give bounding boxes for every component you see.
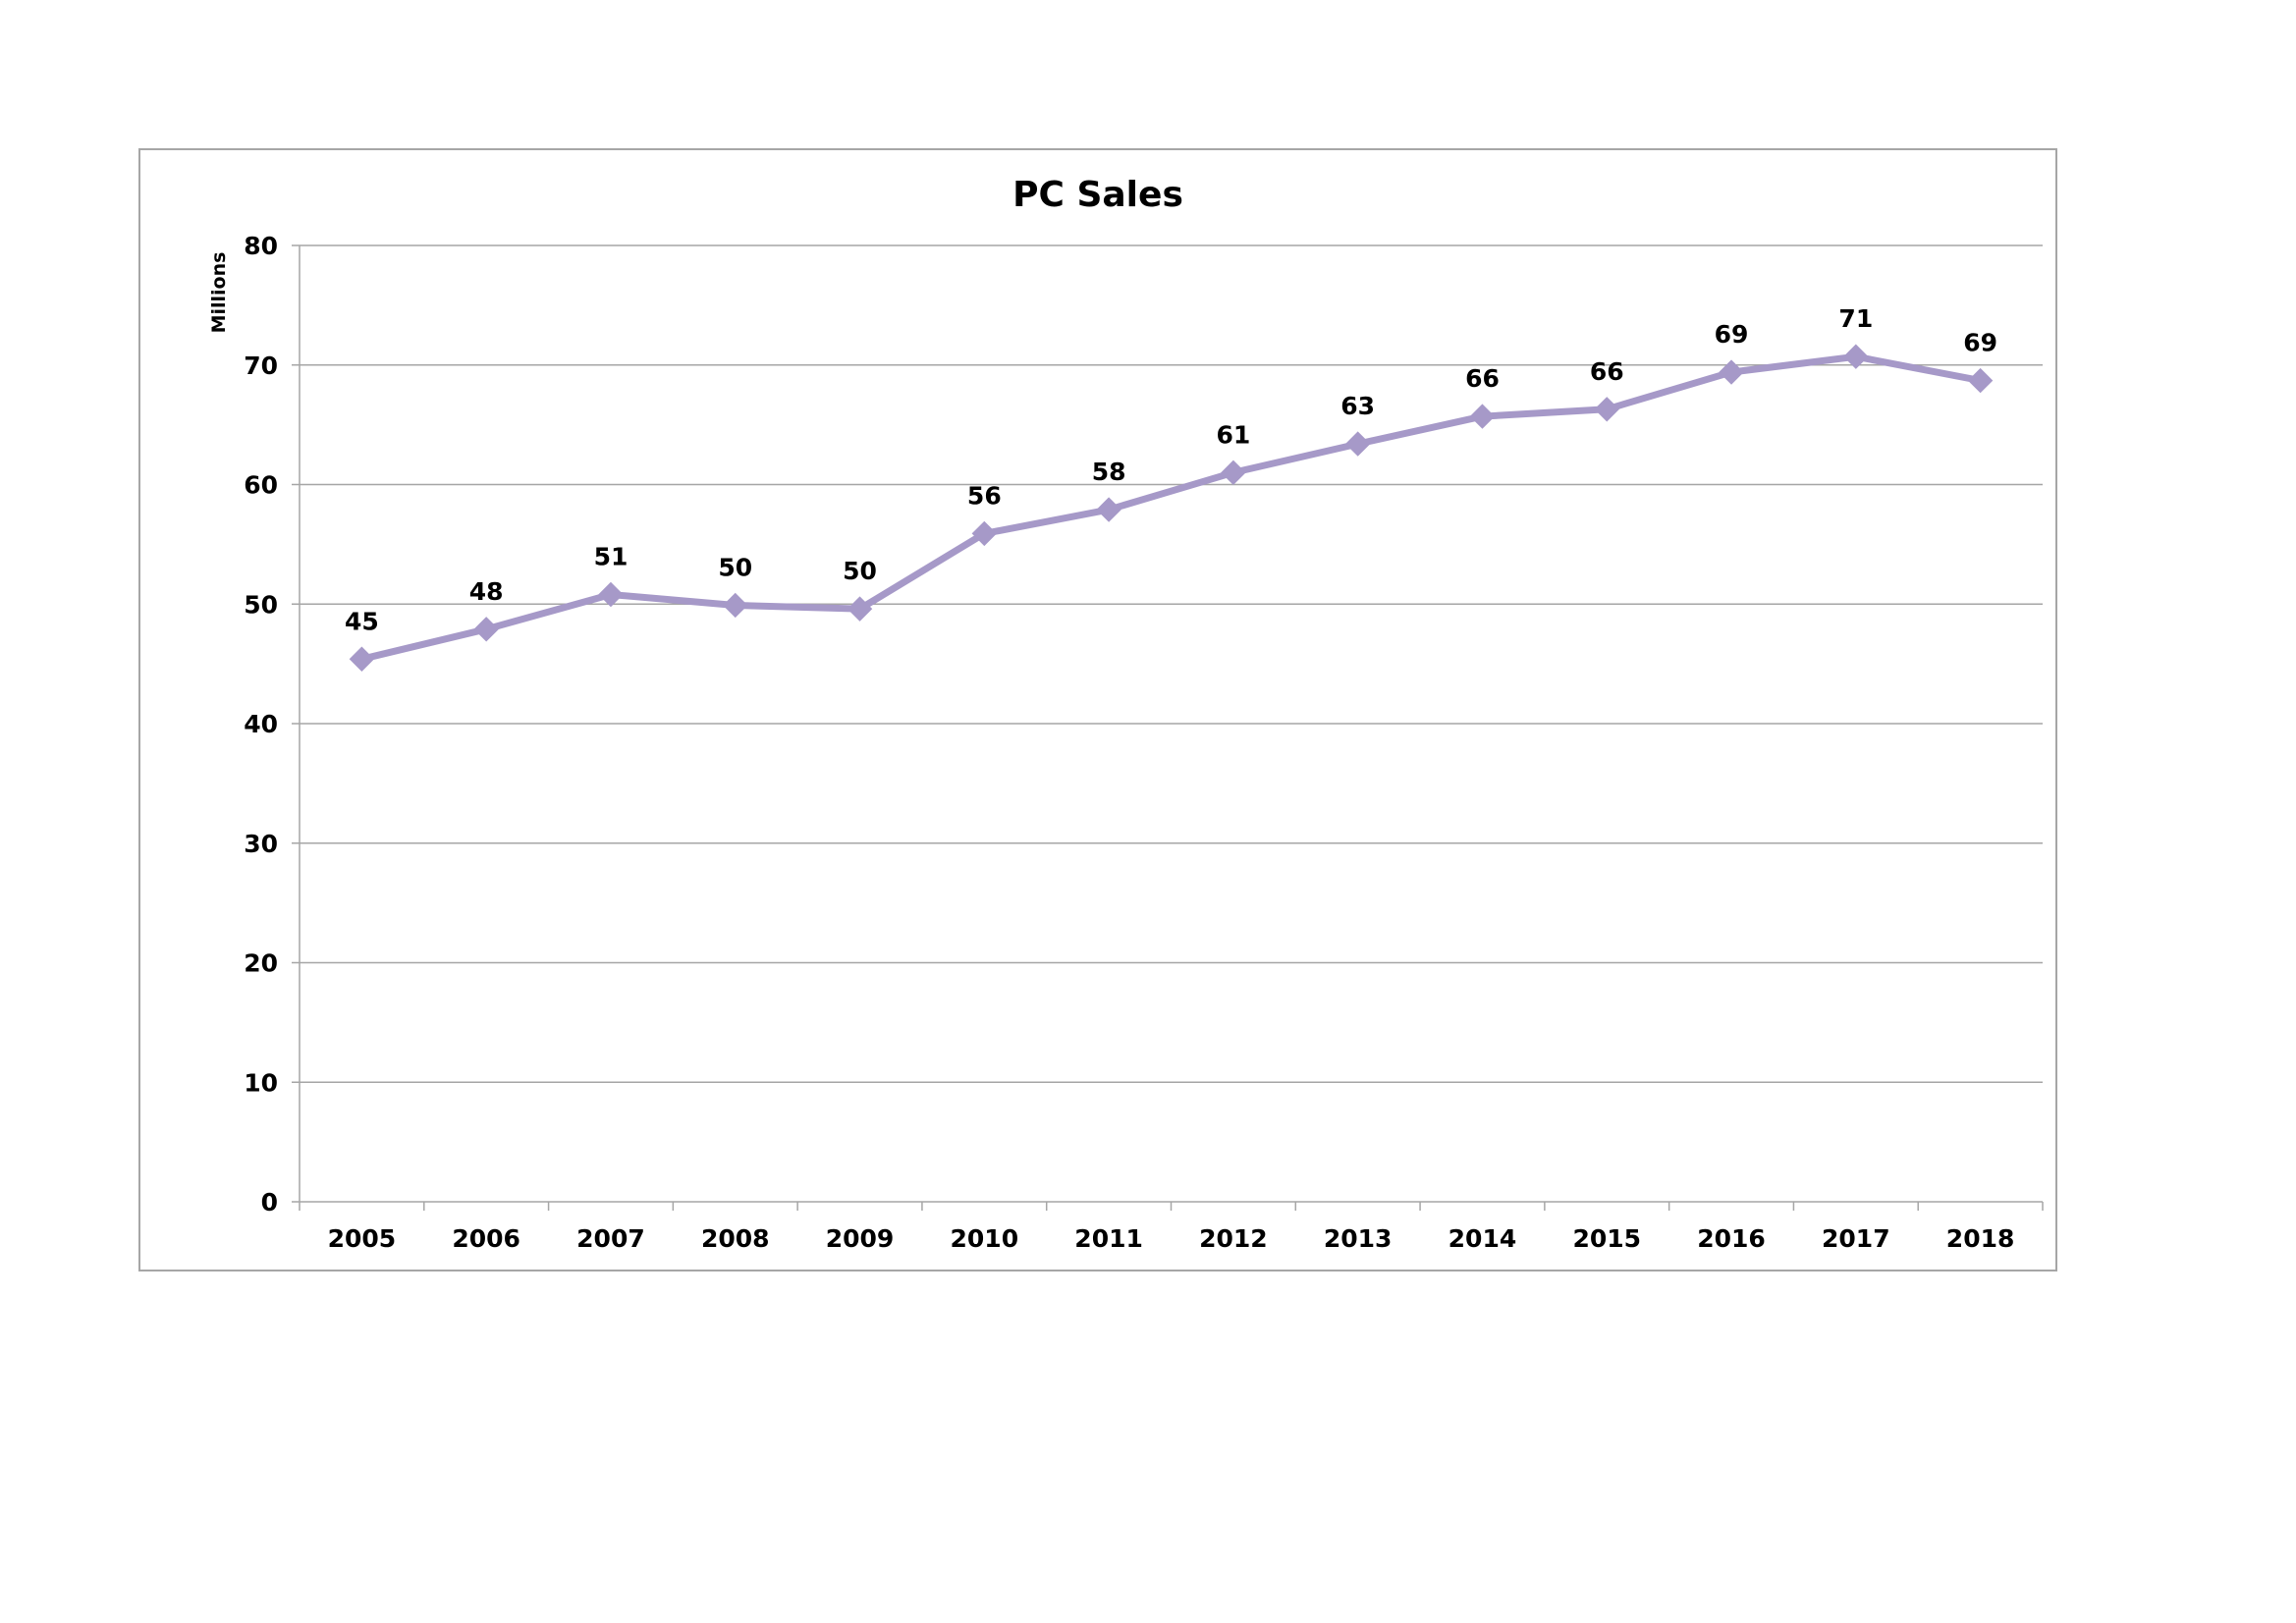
y-tick-labels: 0 10 20 30 40 50 60 70 80: [244, 232, 278, 1217]
data-point-marker: [1221, 460, 1246, 486]
data-labels: 45 48 51 50 50 56 58 61 63 66 66 69 71 69: [345, 304, 1997, 635]
data-label: 69: [1963, 329, 1997, 357]
x-tick-labels: 2005 2006 2007 2008 2009 2010 2011 2012 2013 2014…: [328, 1224, 2015, 1253]
data-label: 61: [1216, 420, 1250, 449]
y-tick-label: 80: [244, 232, 278, 260]
data-label: 69: [1715, 320, 1749, 349]
data-point-marker: [971, 520, 998, 547]
data-point-marker: [1843, 344, 1869, 369]
data-label: 50: [843, 557, 877, 585]
series-line: [357, 352, 1985, 663]
data-point-marker: [847, 596, 873, 622]
data-point-marker: [349, 646, 375, 672]
data-label: 50: [718, 553, 752, 581]
gridlines: [300, 244, 2043, 1083]
data-point-marker: [1469, 404, 1496, 429]
data-point-marker: [473, 617, 499, 642]
axes: [292, 244, 2044, 1211]
x-tick-label: 2016: [1697, 1224, 1766, 1253]
y-tick-label: 30: [244, 830, 278, 858]
y-tick-label: 50: [244, 590, 278, 619]
y-tick-label: 60: [244, 471, 278, 500]
series: [349, 344, 1994, 672]
x-tick-label: 2017: [1822, 1224, 1890, 1253]
y-tick-label: 0: [261, 1188, 278, 1217]
x-tick-label: 2009: [826, 1224, 895, 1253]
x-tick-label: 2015: [1572, 1224, 1641, 1253]
x-tick-label: 2018: [1946, 1224, 2015, 1253]
chart-title: PC Sales: [1012, 175, 1183, 215]
y-tick-label: 70: [244, 352, 278, 380]
data-point-marker: [598, 581, 624, 608]
x-tick-label: 2011: [1074, 1224, 1143, 1253]
data-point-marker: [1719, 359, 1744, 385]
chart-border: [138, 148, 2057, 1271]
data-label: 66: [1590, 357, 1624, 386]
x-tick-label: 2008: [701, 1224, 770, 1253]
data-label: 58: [1092, 458, 1126, 486]
data-point-marker: [1594, 397, 1619, 422]
data-label: 48: [469, 577, 504, 606]
x-tick-label: 2010: [951, 1224, 1019, 1253]
data-point-marker: [1344, 431, 1371, 457]
data-label: 45: [345, 607, 379, 635]
data-label: 51: [594, 543, 629, 571]
data-label: 66: [1465, 364, 1500, 393]
data-label: 63: [1340, 392, 1375, 420]
data-point-marker: [723, 592, 748, 619]
x-tick-label: 2013: [1324, 1224, 1393, 1253]
x-tick-label: 2014: [1449, 1224, 1517, 1253]
y-tick-label: 10: [244, 1068, 278, 1097]
data-label: 71: [1838, 304, 1873, 333]
x-tick-label: 2006: [452, 1224, 520, 1253]
data-point-marker: [1096, 497, 1121, 522]
x-tick-label: 2005: [328, 1224, 397, 1253]
data-label: 56: [967, 481, 1002, 510]
x-tick-label: 2007: [576, 1224, 645, 1253]
x-tick-label: 2012: [1199, 1224, 1268, 1253]
y-tick-label: 20: [244, 949, 278, 978]
y-axis-label: Millions: [208, 252, 230, 334]
data-point-marker: [1967, 367, 1994, 394]
y-tick-label: 40: [244, 710, 278, 738]
